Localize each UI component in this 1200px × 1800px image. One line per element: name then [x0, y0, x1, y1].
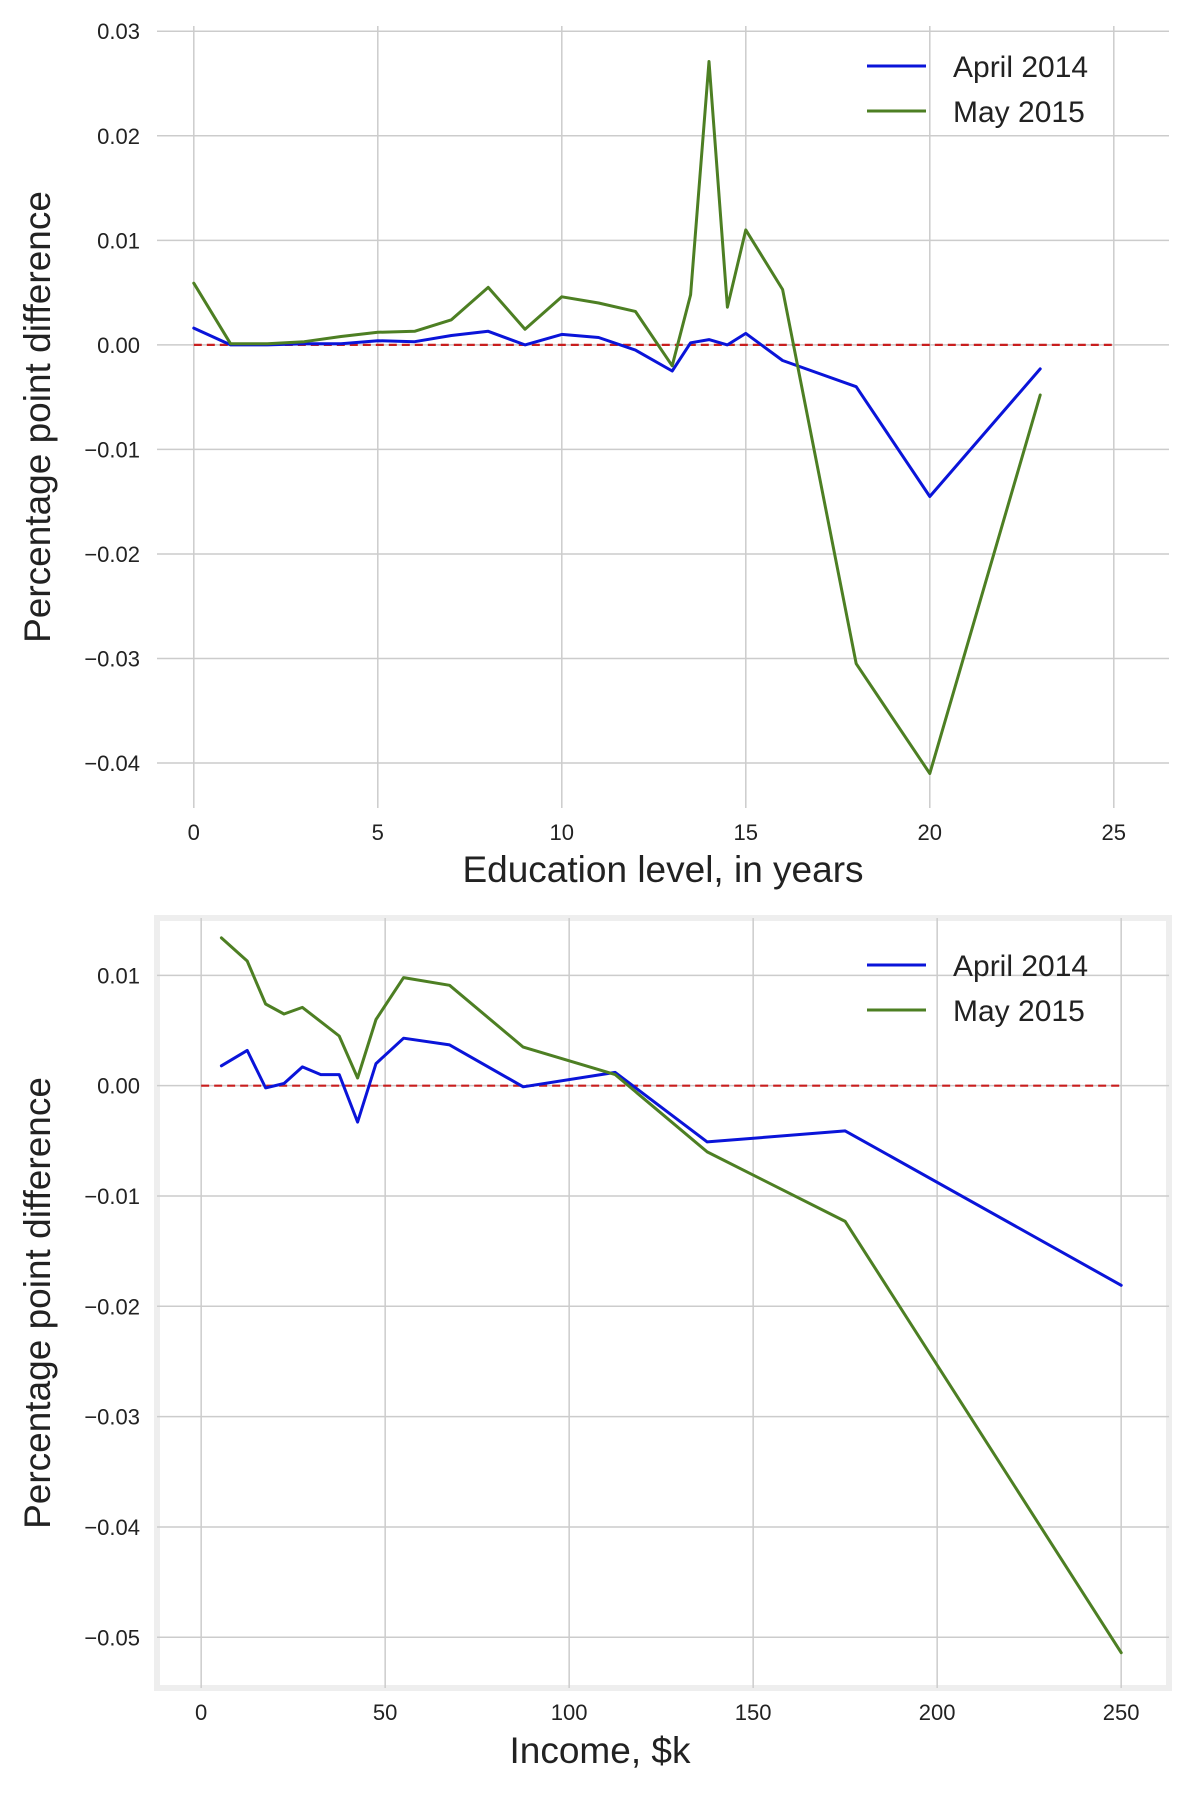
y-tick-label: −0.03: [84, 647, 140, 672]
x-tick-label: 15: [734, 820, 758, 845]
y-tick-label: −0.05: [84, 1625, 140, 1650]
y-tick-label: −0.01: [84, 1184, 140, 1209]
education-chart: 0 5 10 15 20 25 0.03 0.02 0.01 0.00 −0.01 −0.02 −0.0…: [17, 19, 1169, 890]
y-tick-label: 0.00: [97, 333, 140, 358]
y-tick-label: −0.04: [84, 1515, 140, 1540]
x-tick-label: 50: [373, 1700, 397, 1725]
legend-label-may-2015: May 2015: [953, 96, 1085, 129]
series-line-may-2015: [219, 936, 1123, 1655]
y-tick-label: −0.01: [84, 437, 140, 462]
x-tick-label: 25: [1102, 820, 1126, 845]
series-line-april-2014: [219, 1036, 1123, 1287]
legend-label-april-2014: April 2014: [953, 950, 1088, 983]
income-chart: 0 50 100 150 200 250 0.01 0.00 −0.01 −0.02 −0.03 −0…: [17, 915, 1172, 1771]
y-tick-label: 0.02: [97, 124, 140, 149]
y-tick-label: 0.01: [97, 963, 140, 988]
x-tick-label: 5: [372, 820, 384, 845]
x-axis-label: Income, $k: [510, 1730, 691, 1771]
x-tick-label: 150: [735, 1700, 772, 1725]
y-tick-label: 0.00: [97, 1074, 140, 1099]
x-tick-label: 0: [188, 820, 200, 845]
y-tick-label: 0.03: [97, 19, 140, 44]
series-line-april-2014: [192, 326, 1042, 498]
y-axis-label: Percentage point difference: [17, 191, 58, 643]
x-axis-label: Education level, in years: [462, 849, 863, 890]
y-tick-label: −0.04: [84, 751, 140, 776]
x-tick-label: 0: [195, 1700, 207, 1725]
x-tick-label: 20: [918, 820, 942, 845]
y-tick-label: −0.03: [84, 1405, 140, 1430]
x-tick-label: 200: [919, 1700, 956, 1725]
plot-frame: [154, 915, 1172, 1691]
y-tick-label: 0.01: [97, 228, 140, 253]
series-line-may-2015: [192, 60, 1042, 775]
y-tick-label: −0.02: [84, 542, 140, 567]
legend-label-may-2015: May 2015: [953, 995, 1085, 1028]
y-tick-label: −0.02: [84, 1294, 140, 1319]
x-tick-label: 100: [551, 1700, 588, 1725]
legend-label-april-2014: April 2014: [953, 51, 1088, 84]
x-tick-label: 10: [550, 820, 574, 845]
y-axis-label: Percentage point difference: [17, 1077, 58, 1529]
x-tick-label: 250: [1103, 1700, 1140, 1725]
